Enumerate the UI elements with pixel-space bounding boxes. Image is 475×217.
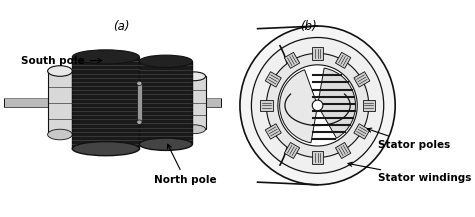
Ellipse shape [182, 72, 206, 81]
Polygon shape [265, 124, 281, 139]
Ellipse shape [251, 38, 384, 173]
Text: Stator poles: Stator poles [367, 128, 450, 150]
Ellipse shape [48, 66, 72, 76]
Ellipse shape [137, 81, 142, 85]
Bar [139, 61, 192, 144]
Polygon shape [335, 143, 351, 158]
Bar [72, 57, 139, 149]
Text: North pole: North pole [154, 144, 217, 185]
Ellipse shape [182, 125, 206, 134]
Wedge shape [318, 68, 355, 138]
Polygon shape [354, 124, 370, 139]
Text: (b): (b) [300, 20, 317, 33]
Polygon shape [312, 151, 323, 164]
Text: South pole: South pole [21, 56, 102, 66]
Polygon shape [260, 100, 273, 111]
Ellipse shape [139, 55, 192, 67]
Polygon shape [285, 52, 300, 68]
Wedge shape [280, 70, 318, 143]
Ellipse shape [72, 141, 139, 156]
Ellipse shape [312, 100, 323, 111]
Bar [4, 98, 220, 107]
Text: Stator windings: Stator windings [348, 162, 471, 183]
Polygon shape [312, 47, 323, 59]
Ellipse shape [137, 120, 142, 124]
Ellipse shape [266, 53, 369, 158]
Ellipse shape [240, 26, 395, 185]
Ellipse shape [72, 50, 139, 64]
Polygon shape [335, 52, 351, 68]
Bar [48, 71, 72, 135]
Bar [182, 76, 206, 129]
Bar [137, 83, 142, 122]
Ellipse shape [48, 129, 72, 140]
Polygon shape [362, 100, 375, 111]
Ellipse shape [278, 65, 357, 146]
Text: (a): (a) [114, 20, 130, 33]
Polygon shape [354, 72, 370, 87]
Polygon shape [285, 143, 300, 158]
Ellipse shape [139, 138, 192, 150]
Polygon shape [265, 72, 281, 87]
